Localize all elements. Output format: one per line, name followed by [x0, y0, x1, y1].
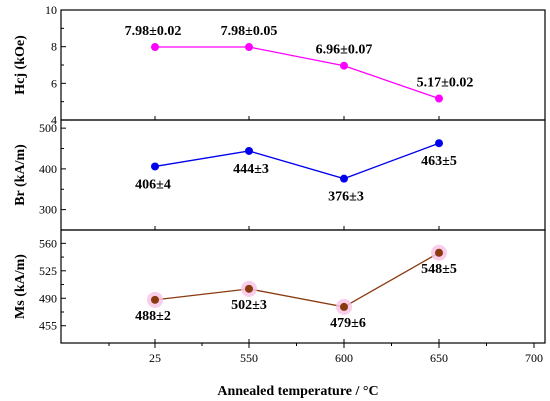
- data-label: 5.17±0.02: [417, 76, 474, 91]
- x-tick-label: 700: [525, 351, 543, 365]
- data-label: 7.98±0.02: [125, 24, 182, 39]
- data-point: [151, 162, 159, 171]
- series-line: [154, 142, 440, 180]
- data-point: [435, 248, 443, 257]
- data-point: [435, 94, 443, 103]
- data-label: 479±6: [330, 316, 366, 331]
- panel-frame: [60, 119, 546, 231]
- data-point: [340, 61, 348, 70]
- data-point: [245, 284, 253, 293]
- data-point: [340, 174, 348, 183]
- data-point: [340, 302, 348, 311]
- data-point: [151, 295, 159, 304]
- x-axis-title: Annealed temperature / °C: [217, 384, 378, 399]
- data-label: 488±2: [135, 309, 171, 324]
- x-tick-label: 600: [335, 351, 353, 365]
- data-label: 463±5: [421, 154, 457, 169]
- y-tick-label: 4: [51, 113, 57, 127]
- y-tick-label: 300: [39, 203, 57, 217]
- data-label: 376±3: [328, 190, 364, 205]
- panel-2: 300 400 500 Br (kA/m) 406±4 444±3 376±3 463±5: [13, 119, 546, 231]
- y-axis-title: Hcj (kOe): [13, 35, 28, 95]
- series-line: [154, 252, 440, 308]
- x-tick-label: 650: [430, 351, 448, 365]
- y-tick-label: 525: [39, 264, 57, 278]
- y-tick-label: 10: [45, 3, 57, 17]
- data-point: [245, 43, 253, 52]
- y-tick-label: 6: [51, 76, 57, 90]
- x-tick-label: 25: [149, 351, 161, 365]
- data-point: [245, 146, 253, 155]
- y-axis-title: Ms (kA/m): [13, 254, 28, 319]
- chart-panels: 4 6 8 10 Hcj (kOe) 7.98±0.02 7.98±0.05 6.96±0.0…: [13, 3, 546, 344]
- data-point: [435, 139, 443, 148]
- data-point: [151, 43, 159, 52]
- data-label: 502±3: [231, 298, 267, 313]
- y-tick-label: 8: [51, 40, 57, 54]
- data-label: 444±3: [233, 162, 269, 177]
- x-tick-label: 550: [240, 351, 258, 365]
- y-tick-label: 400: [39, 162, 57, 176]
- data-label: 548±5: [421, 262, 457, 277]
- panel-3: 455 490 525 560 Ms (kA/m) 488±2 502±3 479±6 548±…: [13, 229, 546, 344]
- y-axis-title: Br (kA/m): [13, 144, 28, 206]
- panel-1: 4 6 8 10 Hcj (kOe) 7.98±0.02 7.98±0.05 6.96±0.0…: [13, 3, 546, 127]
- x-axis: 25 550 600 650 700: [108, 343, 543, 365]
- data-label: 6.96±0.07: [316, 43, 373, 58]
- y-tick-label: 455: [39, 319, 57, 333]
- panel-frame: [60, 229, 546, 344]
- y-tick-label: 500: [39, 121, 57, 135]
- series-line: [155, 46, 440, 100]
- data-label: 7.98±0.05: [221, 24, 278, 39]
- y-tick-label: 490: [39, 291, 57, 305]
- data-label: 406±4: [135, 177, 171, 192]
- y-tick-label: 560: [39, 236, 57, 250]
